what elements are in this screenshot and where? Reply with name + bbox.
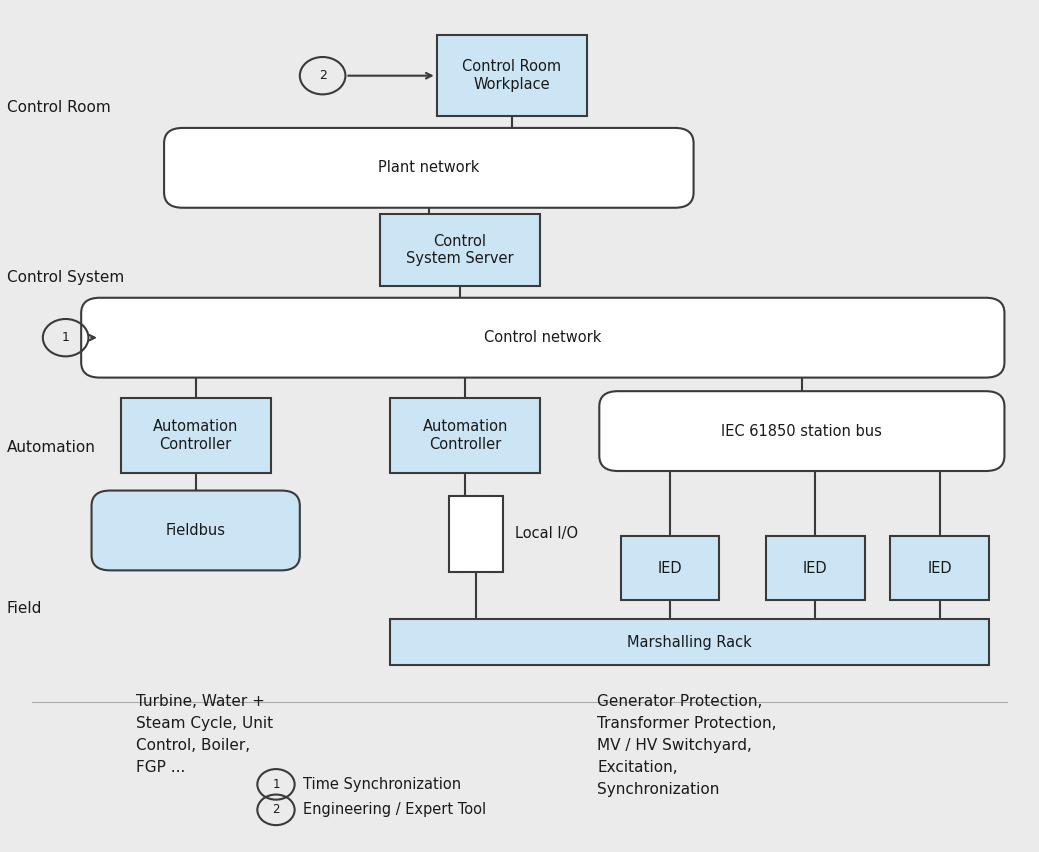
Text: Time Synchronization: Time Synchronization bbox=[303, 777, 461, 792]
FancyBboxPatch shape bbox=[390, 398, 540, 473]
Text: Control network: Control network bbox=[484, 331, 602, 345]
Text: Control Room
Workplace: Control Room Workplace bbox=[462, 60, 561, 92]
FancyBboxPatch shape bbox=[379, 214, 540, 286]
FancyBboxPatch shape bbox=[81, 297, 1005, 377]
FancyBboxPatch shape bbox=[600, 391, 1005, 471]
Text: Generator Protection,
Transformer Protection,
MV / HV Switchyard,
Excitation,
Sy: Generator Protection, Transformer Protec… bbox=[597, 694, 777, 797]
Text: Automation: Automation bbox=[6, 440, 96, 455]
FancyBboxPatch shape bbox=[890, 537, 989, 600]
Text: IED: IED bbox=[658, 561, 683, 576]
Text: IED: IED bbox=[928, 561, 952, 576]
FancyBboxPatch shape bbox=[121, 398, 271, 473]
Text: IED: IED bbox=[803, 561, 828, 576]
Text: Automation
Controller: Automation Controller bbox=[423, 419, 508, 452]
Text: Field: Field bbox=[6, 601, 42, 616]
Text: Turbine, Water +
Steam Cycle, Unit
Control, Boiler,
FGP ...: Turbine, Water + Steam Cycle, Unit Contr… bbox=[136, 694, 273, 775]
Text: IEC 61850 station bus: IEC 61850 station bus bbox=[721, 423, 882, 439]
FancyBboxPatch shape bbox=[436, 35, 587, 116]
FancyBboxPatch shape bbox=[621, 537, 719, 600]
Text: Fieldbus: Fieldbus bbox=[165, 523, 225, 538]
Text: Marshalling Rack: Marshalling Rack bbox=[628, 635, 752, 649]
Text: Engineering / Expert Tool: Engineering / Expert Tool bbox=[303, 803, 486, 817]
Text: 2: 2 bbox=[272, 803, 279, 816]
Text: Local I/O: Local I/O bbox=[515, 527, 579, 541]
FancyBboxPatch shape bbox=[766, 537, 864, 600]
Text: Control
System Server: Control System Server bbox=[406, 233, 513, 266]
FancyBboxPatch shape bbox=[390, 619, 989, 665]
FancyBboxPatch shape bbox=[164, 128, 694, 208]
Text: 1: 1 bbox=[272, 778, 279, 791]
Text: Control System: Control System bbox=[6, 270, 124, 285]
Text: Plant network: Plant network bbox=[378, 160, 480, 176]
FancyBboxPatch shape bbox=[449, 496, 503, 572]
Text: 2: 2 bbox=[319, 69, 326, 82]
Text: 1: 1 bbox=[61, 331, 70, 344]
FancyBboxPatch shape bbox=[91, 491, 300, 570]
Text: Automation
Controller: Automation Controller bbox=[153, 419, 238, 452]
Text: Control Room: Control Room bbox=[6, 100, 110, 115]
